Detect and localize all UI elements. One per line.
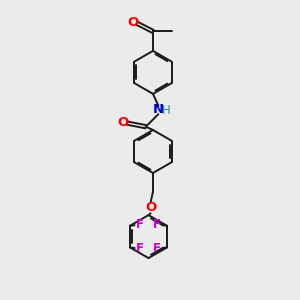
Text: O: O [118, 116, 129, 129]
Text: N: N [153, 103, 164, 116]
Text: F: F [153, 218, 161, 231]
Text: O: O [127, 16, 138, 29]
Text: F: F [136, 242, 144, 255]
Text: H: H [162, 104, 171, 117]
Text: O: O [145, 201, 156, 214]
Text: F: F [153, 242, 161, 255]
Text: F: F [136, 218, 144, 231]
